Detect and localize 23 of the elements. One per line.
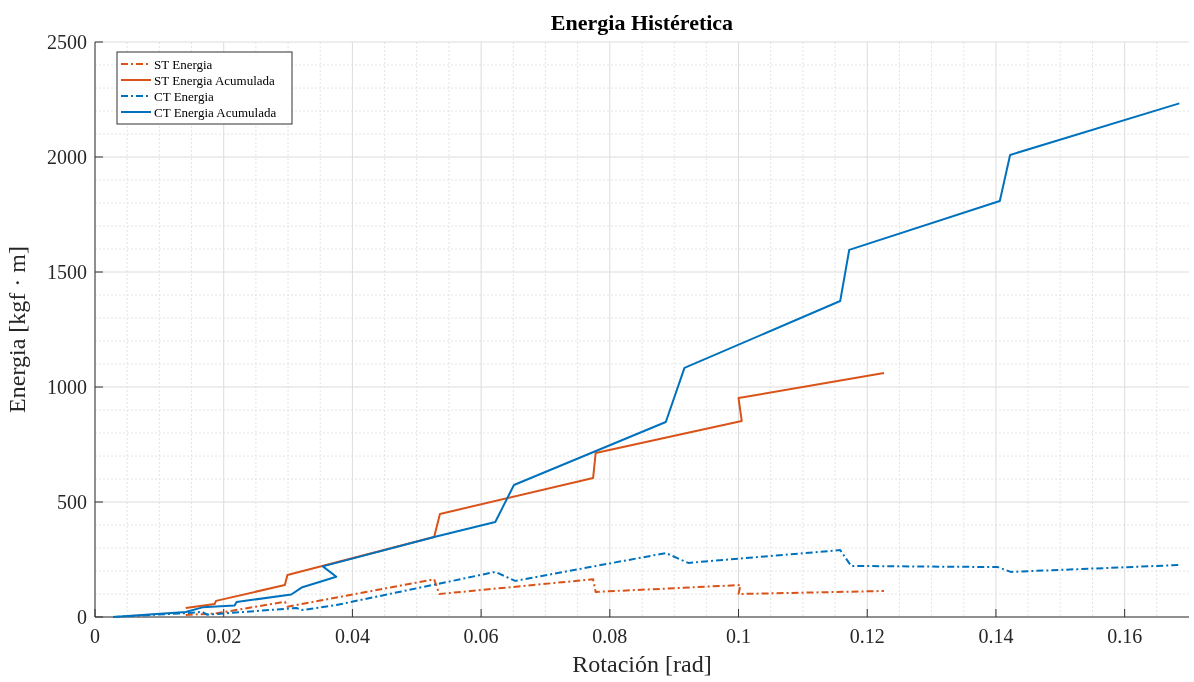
y-tick-label: 2500 [47, 31, 87, 53]
x-tick-label: 0.06 [463, 625, 499, 647]
x-axis-title: Rotación [rad] [572, 651, 712, 677]
y-tick-label: 0 [77, 606, 87, 628]
legend-label: ST Energia Acumulada [154, 72, 276, 88]
y-tick-label: 1000 [47, 376, 87, 398]
legend-label: ST Energia [154, 56, 213, 72]
x-tick-label: 0.1 [726, 625, 752, 647]
x-tick-label: 0.02 [206, 625, 242, 647]
y-tick-label: 2000 [47, 146, 87, 168]
legend-label: CT Energia Acumulada [154, 104, 277, 120]
x-tick-label: 0.12 [849, 625, 885, 647]
line-series [184, 371, 885, 610]
line-series [184, 578, 885, 616]
y-tick-label: 1500 [47, 261, 87, 283]
x-tick-label: 0.04 [334, 625, 370, 647]
y-axis-title: Energia [kgf · m] [4, 246, 30, 413]
x-tick-label: 0.14 [978, 625, 1014, 647]
chart-title: Energia Histéretica [550, 10, 734, 35]
legend-label: CT Energia [154, 88, 215, 104]
x-tick-label: 0.08 [592, 625, 628, 647]
y-tick-label: 500 [57, 491, 87, 513]
x-tick-label: 0.16 [1107, 625, 1143, 647]
